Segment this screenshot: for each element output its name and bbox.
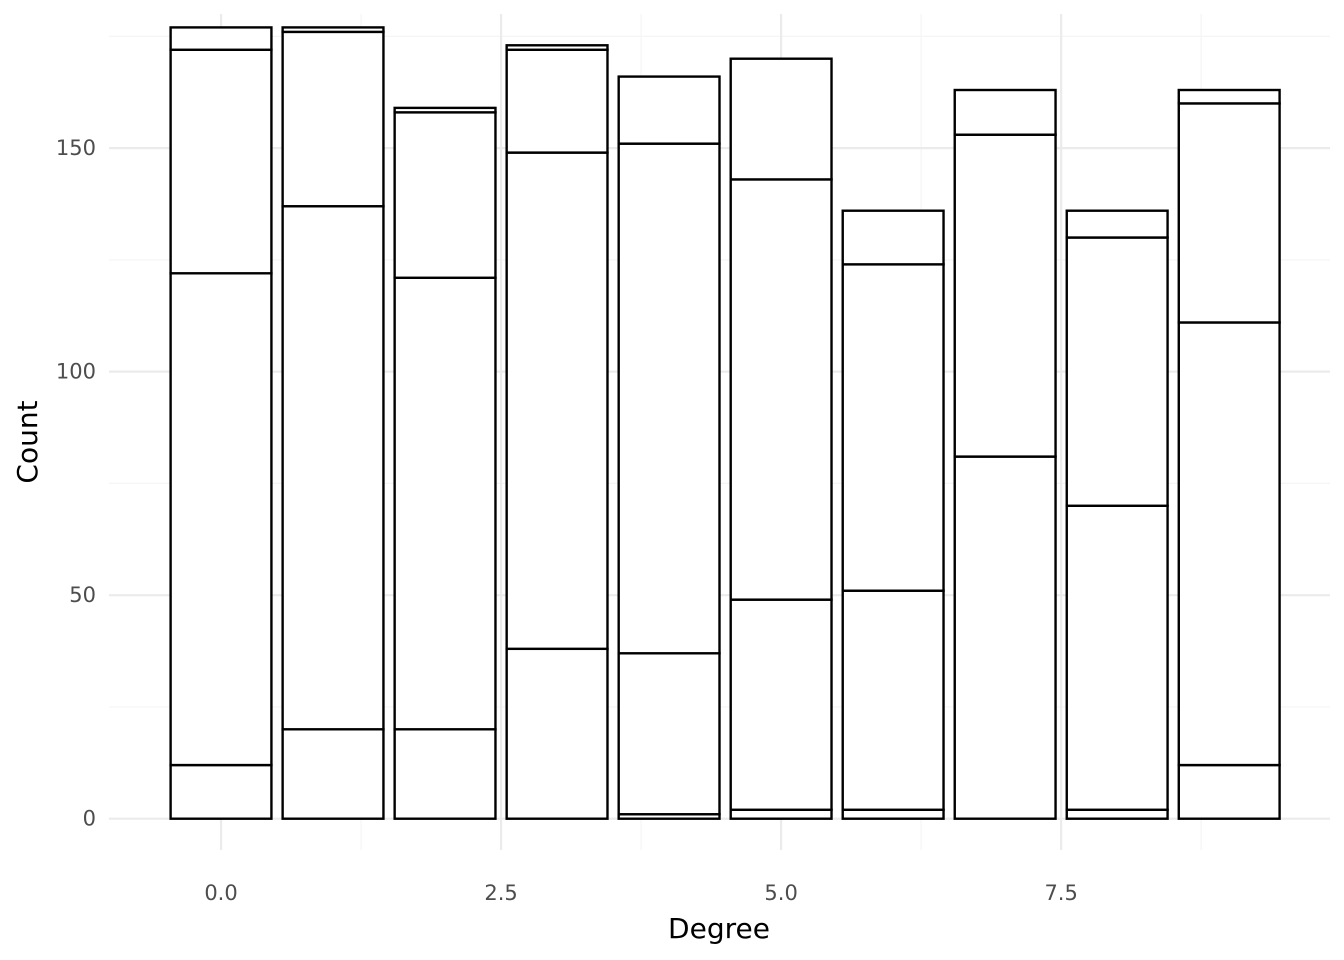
bar-segment [1065,504,1169,811]
bar-segment [617,652,721,816]
x-tick-label: 2.5 [484,881,517,905]
bar-segment [841,589,945,811]
bar-segment [505,647,609,820]
bar-segment [393,276,497,731]
bar-segment [1065,209,1169,239]
bar-segment [169,26,273,51]
bar-segment [393,106,497,114]
x-tick-label: 7.5 [1044,881,1077,905]
y-tick-label: 0 [83,807,96,831]
bar-segment [1065,808,1169,820]
bar-segment [617,75,721,145]
y-tick-label: 150 [56,136,96,160]
bar-segment [841,263,945,592]
bar-segment [729,57,833,181]
y-axis-title: Count [11,400,44,483]
bar-segment [729,808,833,820]
bar-segment [841,209,945,266]
bar-segment [729,598,833,811]
y-tick-label: 100 [56,360,96,384]
bar-segment [953,455,1057,820]
bar-segment [1177,88,1281,105]
bar-segment [281,728,385,820]
bar-segment [617,142,721,655]
bar-segment [169,763,273,820]
bar-segment [505,48,609,154]
bar-segment [953,133,1057,458]
x-axis-title: Degree [668,912,770,945]
ticks-layer: 0.0 2.5 5.0 7.5 0 50 100 150 [56,136,1078,905]
x-tick-label: 5.0 [764,881,797,905]
bar-segment [505,44,609,51]
bars-layer [169,26,1281,820]
x-tick-label: 0.0 [204,881,237,905]
bar-segment [281,205,385,731]
bar-segment [953,88,1057,136]
bar-segment [393,728,497,820]
bar-segment [1177,102,1281,324]
bar-segment [169,272,273,767]
bar-segment [281,26,385,34]
y-tick-label: 50 [69,583,96,607]
bar-segment [729,178,833,601]
bar-segment [393,111,497,279]
bar-segment [841,808,945,820]
bar-segment [1177,763,1281,820]
bar-segment [1177,321,1281,767]
bar-segment [281,30,385,208]
bar-segment [1065,236,1169,507]
bar-segment [505,151,609,651]
bar-segment [169,48,273,275]
